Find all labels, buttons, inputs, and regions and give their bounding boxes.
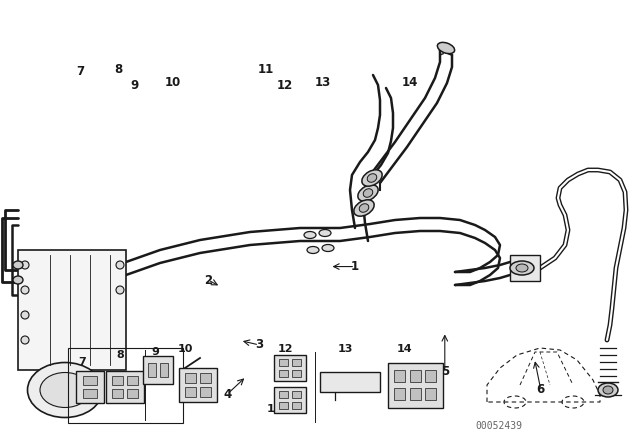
Bar bbox=[394, 370, 404, 382]
Ellipse shape bbox=[359, 204, 369, 212]
Bar bbox=[200, 374, 211, 383]
Text: 6: 6 bbox=[537, 383, 545, 396]
Text: 7: 7 bbox=[76, 65, 84, 78]
Ellipse shape bbox=[437, 43, 454, 54]
Ellipse shape bbox=[362, 170, 382, 186]
Bar bbox=[274, 355, 306, 381]
Ellipse shape bbox=[319, 229, 331, 237]
Bar bbox=[292, 359, 301, 366]
Bar bbox=[425, 370, 436, 382]
Text: 14: 14 bbox=[397, 344, 413, 354]
Bar bbox=[279, 391, 288, 398]
Bar bbox=[148, 363, 156, 376]
Text: 3: 3 bbox=[255, 338, 263, 352]
Text: 4: 4 bbox=[223, 388, 231, 401]
Bar bbox=[83, 376, 97, 385]
Ellipse shape bbox=[603, 386, 613, 394]
Text: 13: 13 bbox=[315, 76, 332, 90]
Bar bbox=[292, 391, 301, 398]
Ellipse shape bbox=[13, 276, 23, 284]
Bar bbox=[106, 371, 144, 403]
Ellipse shape bbox=[367, 174, 377, 182]
Bar bbox=[127, 376, 138, 385]
Bar bbox=[279, 401, 288, 409]
Bar bbox=[68, 348, 183, 423]
Circle shape bbox=[21, 336, 29, 344]
Text: 11: 11 bbox=[266, 404, 282, 414]
Bar bbox=[18, 250, 126, 370]
Text: 10: 10 bbox=[164, 76, 181, 90]
Circle shape bbox=[116, 286, 124, 294]
Ellipse shape bbox=[358, 185, 378, 201]
Text: 5: 5 bbox=[441, 365, 449, 379]
Bar bbox=[112, 389, 123, 398]
Ellipse shape bbox=[28, 362, 102, 418]
Bar bbox=[394, 388, 404, 401]
Text: 13: 13 bbox=[337, 344, 353, 354]
Bar bbox=[143, 356, 173, 384]
Bar bbox=[410, 370, 420, 382]
Bar bbox=[185, 374, 196, 383]
Text: 8: 8 bbox=[115, 63, 122, 76]
Bar bbox=[292, 370, 301, 377]
Bar bbox=[179, 368, 217, 402]
Bar bbox=[112, 376, 123, 385]
Bar bbox=[320, 372, 380, 392]
Circle shape bbox=[21, 311, 29, 319]
Text: 1: 1 bbox=[351, 260, 359, 273]
Bar bbox=[200, 387, 211, 396]
Bar bbox=[387, 362, 442, 408]
Text: 2: 2 bbox=[204, 273, 212, 287]
Ellipse shape bbox=[322, 245, 334, 251]
Text: 12: 12 bbox=[277, 344, 292, 354]
Text: 7: 7 bbox=[78, 357, 86, 367]
Circle shape bbox=[21, 286, 29, 294]
Bar bbox=[510, 255, 540, 281]
Circle shape bbox=[21, 261, 29, 269]
Bar bbox=[127, 389, 138, 398]
Ellipse shape bbox=[598, 383, 618, 397]
Bar bbox=[279, 370, 288, 377]
Bar bbox=[292, 401, 301, 409]
Ellipse shape bbox=[364, 189, 372, 197]
Ellipse shape bbox=[40, 372, 90, 408]
Bar bbox=[83, 389, 97, 398]
Text: 11: 11 bbox=[257, 63, 274, 76]
Text: 10: 10 bbox=[177, 344, 193, 354]
Text: 9: 9 bbox=[151, 347, 159, 357]
Ellipse shape bbox=[307, 246, 319, 254]
Circle shape bbox=[116, 261, 124, 269]
Bar bbox=[410, 388, 420, 401]
Text: 00052439: 00052439 bbox=[476, 421, 523, 431]
Ellipse shape bbox=[304, 232, 316, 238]
Text: 8: 8 bbox=[116, 350, 124, 360]
Ellipse shape bbox=[354, 200, 374, 216]
Text: 12: 12 bbox=[276, 78, 293, 92]
Bar bbox=[185, 387, 196, 396]
Bar bbox=[274, 387, 306, 413]
Text: 9: 9 bbox=[131, 78, 138, 92]
Bar bbox=[279, 359, 288, 366]
Bar bbox=[76, 371, 104, 403]
Ellipse shape bbox=[13, 261, 23, 269]
Bar bbox=[160, 363, 168, 376]
Bar bbox=[425, 388, 436, 401]
Ellipse shape bbox=[510, 261, 534, 275]
Ellipse shape bbox=[516, 264, 528, 272]
Text: 14: 14 bbox=[401, 76, 418, 90]
